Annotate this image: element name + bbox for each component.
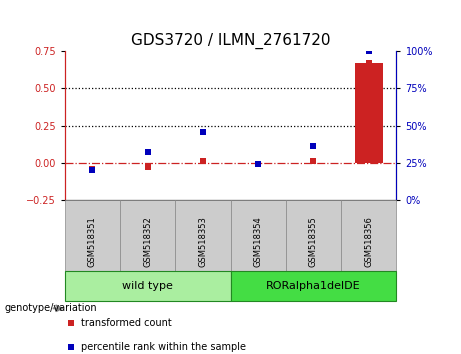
Text: GSM518356: GSM518356: [364, 216, 373, 267]
Text: percentile rank within the sample: percentile rank within the sample: [81, 342, 246, 352]
Bar: [230, 200, 286, 271]
Bar: [355, 63, 383, 163]
Bar: [65, 200, 120, 271]
Bar: [65, 271, 230, 301]
Text: GSM518352: GSM518352: [143, 217, 152, 267]
Text: GSM518351: GSM518351: [88, 217, 97, 267]
Text: RORalpha1delDE: RORalpha1delDE: [266, 281, 361, 291]
Title: GDS3720 / ILMN_2761720: GDS3720 / ILMN_2761720: [131, 32, 330, 48]
Bar: [120, 200, 175, 271]
Bar: [175, 200, 230, 271]
Text: wild type: wild type: [122, 281, 173, 291]
Text: GSM518354: GSM518354: [254, 217, 263, 267]
Bar: [341, 200, 396, 271]
Text: GSM518355: GSM518355: [309, 217, 318, 267]
Bar: [286, 200, 341, 271]
Text: GSM518353: GSM518353: [198, 216, 207, 267]
Bar: [230, 271, 396, 301]
Text: transformed count: transformed count: [81, 318, 171, 328]
Text: genotype/variation: genotype/variation: [5, 303, 97, 313]
